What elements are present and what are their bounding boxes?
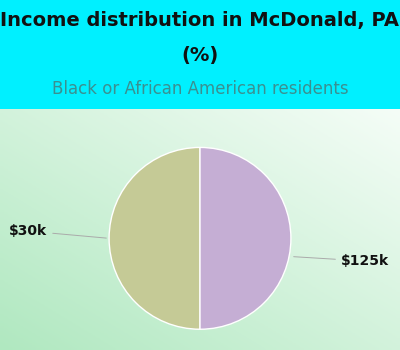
Text: Income distribution in McDonald, PA: Income distribution in McDonald, PA	[0, 11, 400, 30]
Text: Black or African American residents: Black or African American residents	[52, 80, 348, 98]
Wedge shape	[109, 147, 200, 329]
Wedge shape	[200, 147, 291, 329]
Text: $125k: $125k	[294, 254, 389, 268]
Text: (%): (%)	[181, 46, 219, 64]
Text: $30k: $30k	[9, 224, 106, 238]
